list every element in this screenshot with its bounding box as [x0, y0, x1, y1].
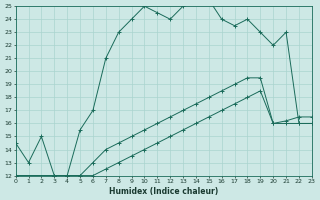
- X-axis label: Humidex (Indice chaleur): Humidex (Indice chaleur): [109, 187, 218, 196]
